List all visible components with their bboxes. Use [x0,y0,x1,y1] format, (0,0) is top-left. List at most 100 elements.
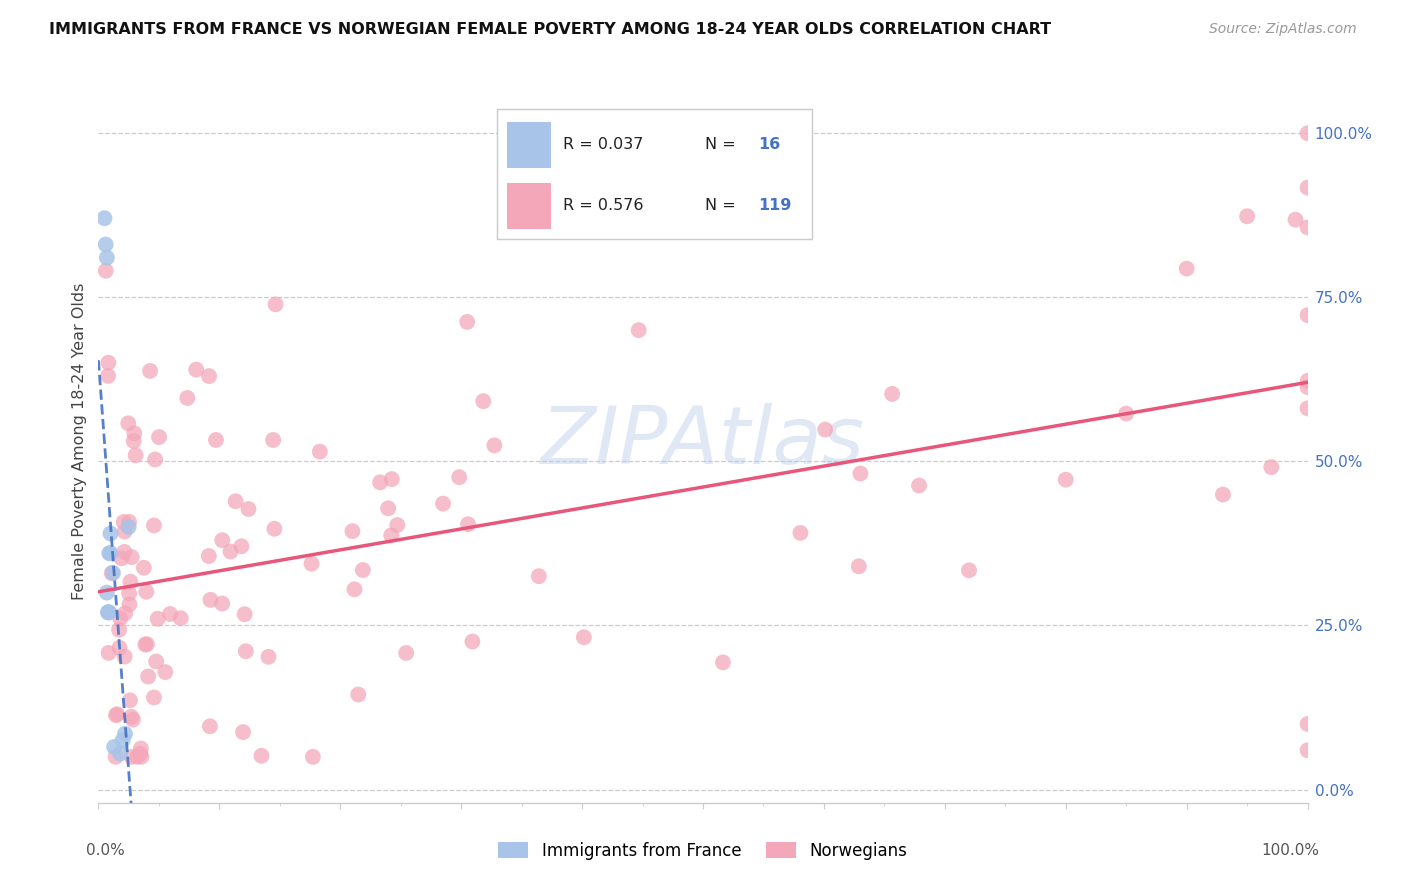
Point [176,391,198,405]
Point [1284,212,1306,227]
Point [484,438,506,452]
Point [117,417,139,431]
Point [104,749,127,764]
Point [527,569,550,583]
Point [96,251,118,265]
Point [143,452,166,467]
Point [98,546,121,560]
Point [97,368,120,383]
Point [225,494,247,508]
Point [100,526,122,541]
Point [1296,717,1319,731]
Point [1236,209,1258,223]
Point [112,515,135,529]
Point [848,559,870,574]
Point [342,524,364,538]
Point [198,719,221,733]
Point [200,592,222,607]
Point [380,528,402,542]
Point [238,502,260,516]
Point [124,448,146,462]
Point [219,544,242,558]
Point [121,749,143,764]
Point [105,707,128,722]
Point [155,665,177,679]
Point [108,640,131,655]
Point [301,557,323,571]
Point [101,566,124,580]
Point [1296,374,1319,388]
Point [170,611,193,625]
Point [122,434,145,449]
Point [198,549,221,563]
Point [263,522,285,536]
Point [262,433,284,447]
Point [250,748,273,763]
Point [129,741,152,756]
Point [97,605,120,619]
Point [100,546,122,560]
Text: Source: ZipAtlas.com: Source: ZipAtlas.com [1209,22,1357,37]
Point [233,607,256,622]
Point [114,727,136,741]
Point [114,649,136,664]
Text: 0.0%: 0.0% [86,843,125,857]
Point [103,739,125,754]
Point [231,539,253,553]
Point [143,690,166,705]
Point [108,611,131,625]
Point [108,747,131,761]
Point [264,297,287,311]
Point [211,533,233,548]
Point [100,566,122,580]
Point [145,655,167,669]
Point [127,749,149,764]
Point [148,430,170,444]
Legend: Immigrants from France, Norwegians: Immigrants from France, Norwegians [492,836,914,867]
Point [114,607,136,621]
Point [93,211,115,226]
Point [882,387,904,401]
Point [347,688,370,702]
Point [118,520,141,534]
Point [111,733,134,747]
Point [131,749,153,764]
Point [108,623,131,637]
Point [302,749,325,764]
Point [1296,743,1319,757]
Point [132,561,155,575]
Point [142,518,165,533]
Point [1296,126,1319,140]
Point [449,470,471,484]
Point [572,630,595,644]
Point [134,638,156,652]
Point [377,501,399,516]
Point [110,551,132,566]
Point [211,597,233,611]
Point [122,713,145,727]
Point [387,518,409,533]
Point [908,478,931,492]
Point [159,607,181,621]
Point [457,517,479,532]
Point [205,433,228,447]
Point [1260,460,1282,475]
Y-axis label: Female Poverty Among 18-24 Year Olds: Female Poverty Among 18-24 Year Olds [72,283,87,600]
Point [1296,220,1319,235]
Point [135,637,157,651]
Point [118,598,141,612]
Point [105,708,128,723]
Point [352,563,374,577]
Point [232,725,254,739]
Point [129,747,152,761]
Point [136,669,159,683]
Point [112,545,135,559]
Point [395,646,418,660]
Text: 100.0%: 100.0% [1261,843,1320,857]
Point [118,693,141,707]
Point [96,585,118,599]
Point [118,515,141,529]
Point [257,649,280,664]
Point [121,550,143,565]
Point [146,612,169,626]
